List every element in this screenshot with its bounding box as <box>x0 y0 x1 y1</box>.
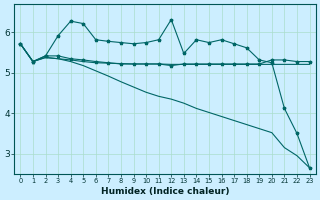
X-axis label: Humidex (Indice chaleur): Humidex (Indice chaleur) <box>101 187 229 196</box>
